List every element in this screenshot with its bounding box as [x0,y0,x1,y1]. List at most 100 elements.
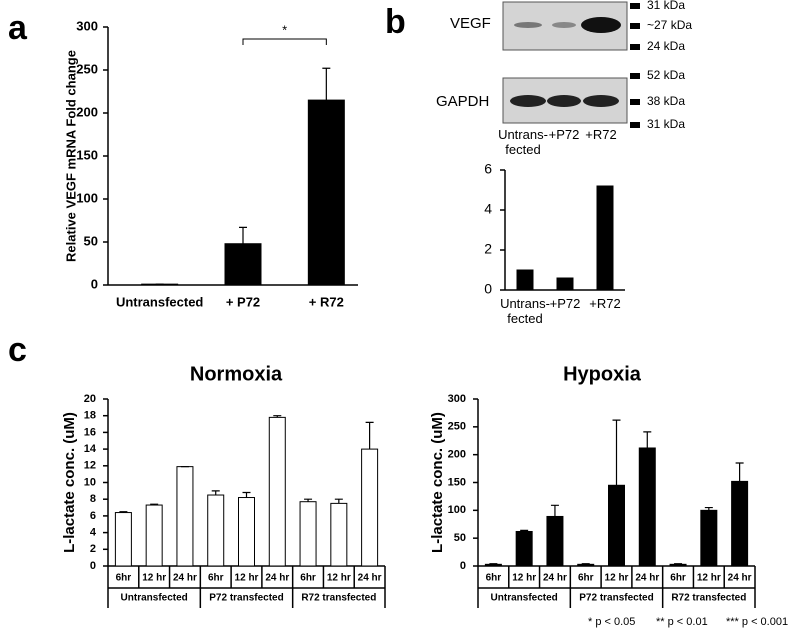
group-label: R72 transfected [301,593,376,604]
bar [484,563,502,567]
x-tick-label: 6hr [300,573,316,584]
bar [731,480,749,567]
y-tick-label: 20 [84,393,96,405]
marker-label: 31 kDa [647,117,685,131]
x-tick-label: Untrans- fected [500,296,550,326]
y-tick-label: 8 [90,493,96,505]
x-tick-label: Untrans- fected [500,296,550,326]
x-tick-label: 12 hr [512,573,536,584]
error-bar [239,226,247,244]
y-tick-label: 50 [454,532,466,544]
footnote: ** p < 0.01 [656,616,708,628]
bar [608,484,625,567]
y-tick-label: 4 [484,201,492,217]
band [514,22,542,28]
y-tick-label: 6 [484,161,492,177]
y-tick-label: 0 [91,276,98,291]
band [581,17,621,33]
marker-band [630,99,640,105]
x-tick-label: 6hr [670,573,686,584]
footnote: * p < 0.05 [588,616,635,628]
y-tick-label: 18 [84,410,96,422]
x-tick-label: + P72 [226,294,260,309]
bar [596,185,614,291]
x-tick-label: 24 hr [173,573,197,584]
significance-bracket [242,38,327,45]
bar [268,416,286,567]
y-tick-label: 100 [76,190,98,205]
x-tick-label: +R72 [589,296,620,311]
band [510,95,546,107]
y-tick-label: 50 [84,233,98,248]
lane-label: +P72 [548,127,580,142]
bar [238,497,255,567]
group-label: P72 transfected [579,593,653,604]
x-tick-label: 24 hr [728,573,752,584]
marker-label: 38 kDa [647,94,685,108]
x-tick-label: 24 hr [543,573,567,584]
y-tick-label: 300 [76,18,98,33]
blot-label: GAPDH [436,93,489,110]
bar [361,448,379,567]
lane-label: Untrans- fected [498,127,548,157]
marker-label: 24 kDa [647,39,685,53]
y-tick-label: 150 [448,476,466,488]
band [552,22,576,28]
marker-band [630,44,640,50]
group-label: P72 transfected [209,593,283,604]
error-bar [674,563,683,565]
lane-label: +R72 [585,127,617,142]
error-bar [304,498,313,502]
lane-label: +R72 [585,127,617,142]
error-bar [365,421,374,450]
x-tick-label: 12 hr [142,573,166,584]
band [583,95,619,107]
chart-title: Normoxia [190,363,283,385]
group-label: R72 transfected [671,593,746,604]
y-tick-label: 0 [460,560,466,572]
bar [299,501,317,567]
y-tick-label: 6 [90,510,96,522]
marker-band [630,73,640,79]
y-tick-label: 250 [448,421,466,433]
marker-band [630,23,640,29]
marker-label: 52 kDa [647,68,685,82]
bar [546,515,564,567]
bar [330,502,348,567]
bar [638,447,656,567]
bar [307,99,345,286]
y-tick-label: 250 [76,61,98,76]
x-tick-label: 24 hr [358,573,382,584]
x-tick-label: 6hr [208,573,224,584]
x-tick-label: 12 hr [697,573,721,584]
lane-label: +P72 [548,127,580,142]
y-tick-label: 16 [84,426,96,438]
y-tick-label: 2 [484,241,492,257]
marker-band [630,3,640,9]
panel-letter: b [385,3,406,41]
x-tick-label: 12 hr [327,573,351,584]
bar [700,509,718,567]
y-tick-label: 2 [90,543,96,555]
y-tick-label: 14 [84,443,97,455]
error-bar [334,498,343,504]
group-label: Untransfected [121,593,188,604]
error-bar [735,462,744,482]
y-tick-label: 100 [448,504,466,516]
blot-label: VEGF [450,15,491,32]
error-bar [550,504,559,517]
panel-letter: a [8,9,28,47]
error-bar [242,491,251,498]
y-tick-label: 200 [76,104,98,119]
panel-letter: c [8,331,27,369]
error-bar [581,563,590,565]
y-tick-label: 4 [90,527,97,539]
error-bar [119,511,128,513]
error-bar [211,490,220,496]
significance-label: * [282,22,287,37]
bar [515,530,533,567]
error-bar [643,431,652,448]
error-bar [704,506,713,511]
y-tick-label: 0 [90,560,96,572]
